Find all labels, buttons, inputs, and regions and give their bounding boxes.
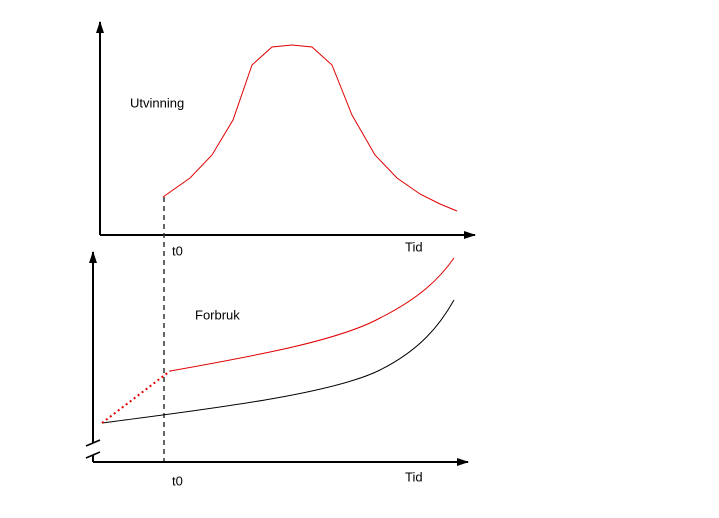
x-axis-label: Tid: [405, 469, 423, 484]
x-axis-label: Tid: [405, 239, 423, 254]
curve-label: Forbruk: [195, 307, 240, 322]
curve-label: Utvinning: [130, 95, 184, 110]
extraction-curve: [162, 44, 458, 212]
shift-line: [101, 370, 171, 424]
consumption-curve: [101, 299, 455, 424]
axis-break: [85, 439, 101, 447]
t0-label: t0: [172, 473, 183, 488]
t0-label: t0: [172, 243, 183, 258]
consumption-curve-shifted: [169, 257, 455, 372]
axis-break: [85, 451, 101, 459]
